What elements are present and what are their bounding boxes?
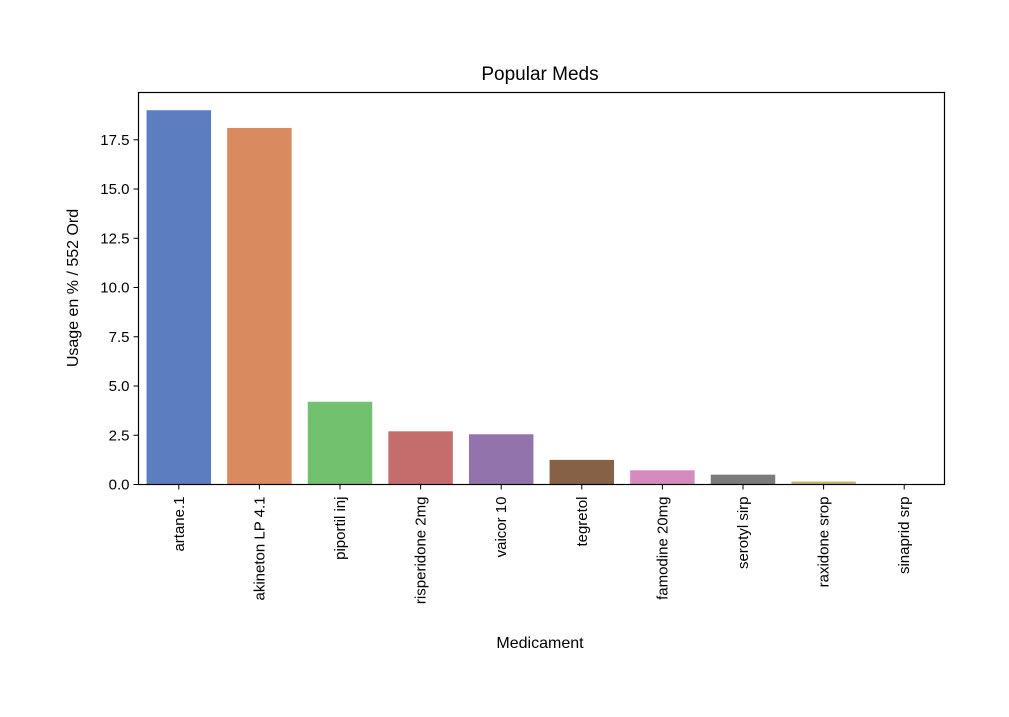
x-tick-label-4: vaicor 10 (493, 497, 510, 558)
x-tick-label-5: tegretol (574, 497, 591, 547)
x-tick-label-6: famodine 20mg (654, 497, 671, 600)
bar-7 (710, 474, 776, 485)
bar-5 (549, 459, 615, 485)
y-axis: 0.0 2.5 5.0 7.5 10.0 12.5 15.0 17.5 (100, 132, 139, 494)
bar-0 (146, 110, 212, 485)
x-tick-label-8: raxidone srop (816, 497, 833, 588)
x-tick-label-9: sinaprid srp (896, 497, 913, 575)
x-tick-label-3: risperidone 2mg (413, 496, 430, 604)
y-tick-label-0: 0.0 (109, 477, 130, 494)
bar-3 (388, 431, 453, 485)
chart-title: Popular Meds (481, 64, 598, 85)
bar-4 (468, 434, 534, 485)
y-tick-label-5: 12.5 (100, 230, 129, 247)
x-tick-label-7: serotyl sirp (735, 497, 752, 570)
y-tick-label-3: 7.5 (109, 329, 130, 346)
x-axis: artane.1 akineton LP 4.1 piportil inj rispe… (171, 484, 913, 604)
x-axis-label: Medicament (496, 635, 584, 652)
y-tick-label-6: 15.0 (100, 181, 129, 198)
bars-group (146, 110, 856, 485)
x-tick-label-2: piportil inj (332, 497, 349, 560)
y-tick-label-7: 17.5 (100, 132, 129, 149)
y-axis-label: Usage en % / 552 Ord (65, 209, 82, 367)
y-tick-label-1: 2.5 (109, 427, 130, 444)
plot-frame (137, 91, 946, 486)
bar-1 (227, 127, 292, 485)
bar-8 (791, 481, 856, 485)
y-tick-label-4: 10.0 (100, 280, 129, 297)
bar-2 (307, 401, 373, 485)
x-tick-label-0: artane.1 (171, 497, 188, 552)
bar-6 (630, 470, 695, 485)
x-tick-label-1: akineton LP 4.1 (251, 497, 268, 601)
y-tick-label-2: 5.0 (109, 378, 130, 395)
